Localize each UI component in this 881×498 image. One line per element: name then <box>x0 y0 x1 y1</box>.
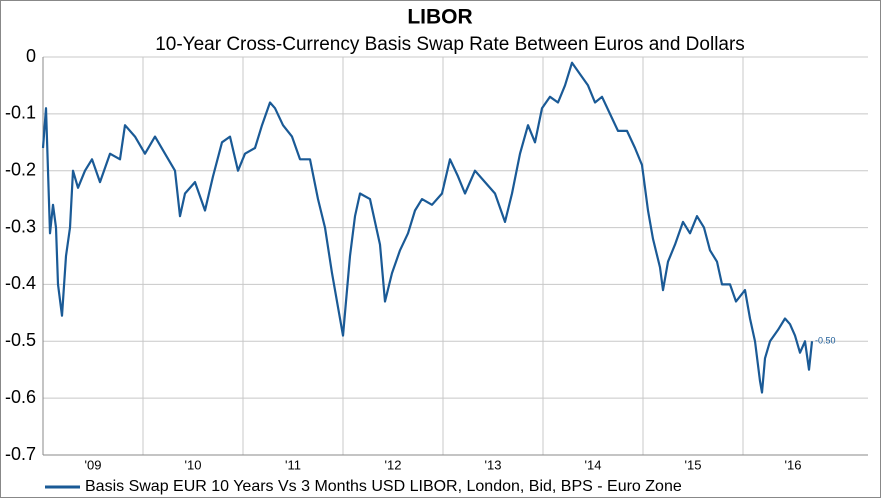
x-tick-label: '13 <box>485 457 502 472</box>
y-tick-label: -0.7 <box>5 444 36 464</box>
y-tick-label: -0.3 <box>5 216 36 236</box>
x-tick-label: '11 <box>285 457 301 472</box>
x-tick-label: '09 <box>85 457 102 472</box>
chart-subtitle: 10-Year Cross-Currency Basis Swap Rate B… <box>155 34 745 55</box>
x-tick-label: '10 <box>185 457 202 472</box>
y-tick-label: -0.1 <box>5 103 36 123</box>
end-value-label: -0.50 <box>815 336 836 346</box>
x-tick-label: '15 <box>685 457 702 472</box>
series-line <box>41 61 814 394</box>
y-tick-label: -0.4 <box>5 273 36 293</box>
x-tick-label: '12 <box>385 457 402 472</box>
x-tick-label: '16 <box>785 457 802 472</box>
y-tick-label: -0.6 <box>5 387 36 407</box>
chart-title: LIBOR <box>407 6 472 29</box>
y-tick-label: -0.5 <box>5 330 36 350</box>
legend-label: Basis Swap EUR 10 Years Vs 3 Months USD … <box>85 478 682 495</box>
y-tick-label: 0 <box>26 46 36 66</box>
y-tick-label: -0.2 <box>5 159 36 179</box>
x-tick-label: '14 <box>585 457 602 472</box>
